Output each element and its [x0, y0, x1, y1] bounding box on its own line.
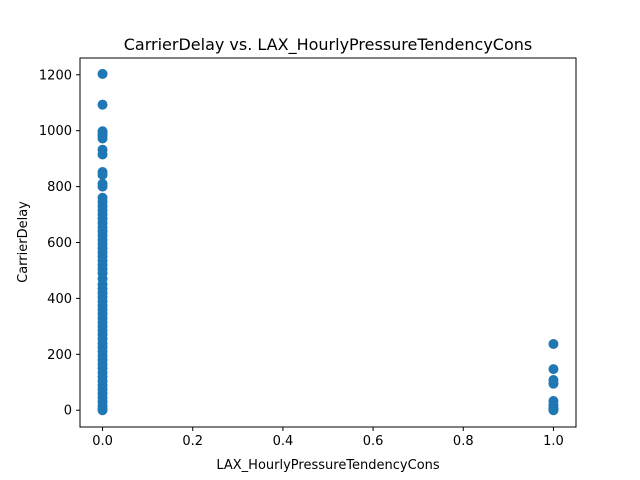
y-axis: 0 200 400 600 800 1000 1200 [39, 68, 80, 419]
y-tick-label: 800 [47, 180, 72, 195]
x-tick-label: 0.4 [273, 434, 294, 449]
scatter-point [97, 133, 108, 144]
y-tick-label: 1000 [39, 124, 72, 139]
scatter-point [97, 68, 108, 79]
scatter-point [97, 181, 108, 192]
scatter-point [97, 99, 108, 110]
x-tick-label: 0.8 [453, 434, 474, 449]
y-tick-label: 600 [47, 236, 72, 251]
y-tick-label: 1200 [39, 68, 72, 83]
x-tick-label: 0.0 [92, 434, 113, 449]
y-tick-label: 400 [47, 292, 72, 307]
y-tick-label: 0 [64, 404, 72, 419]
y-tick-label: 200 [47, 348, 72, 363]
y-axis-label: CarrierDelay [16, 201, 31, 283]
x-axis-label: LAX_HourlyPressureTendencyCons [216, 458, 440, 473]
scatter-point [97, 169, 108, 180]
x-tick-label: 0.2 [182, 434, 203, 449]
scatter-point [548, 364, 559, 375]
x-tick-label: 1.0 [543, 434, 564, 449]
x-tick-label: 0.6 [363, 434, 384, 449]
points-layer [97, 68, 559, 416]
scatter-point [97, 405, 108, 416]
scatter-point [548, 378, 559, 389]
x-axis: 0.0 0.2 0.4 0.6 0.8 1.0 [92, 427, 564, 449]
chart-title: CarrierDelay vs. LAX_HourlyPressureTende… [124, 35, 533, 55]
scatter-point [548, 338, 559, 349]
scatter-point [548, 405, 559, 416]
scatter-point [97, 149, 108, 160]
